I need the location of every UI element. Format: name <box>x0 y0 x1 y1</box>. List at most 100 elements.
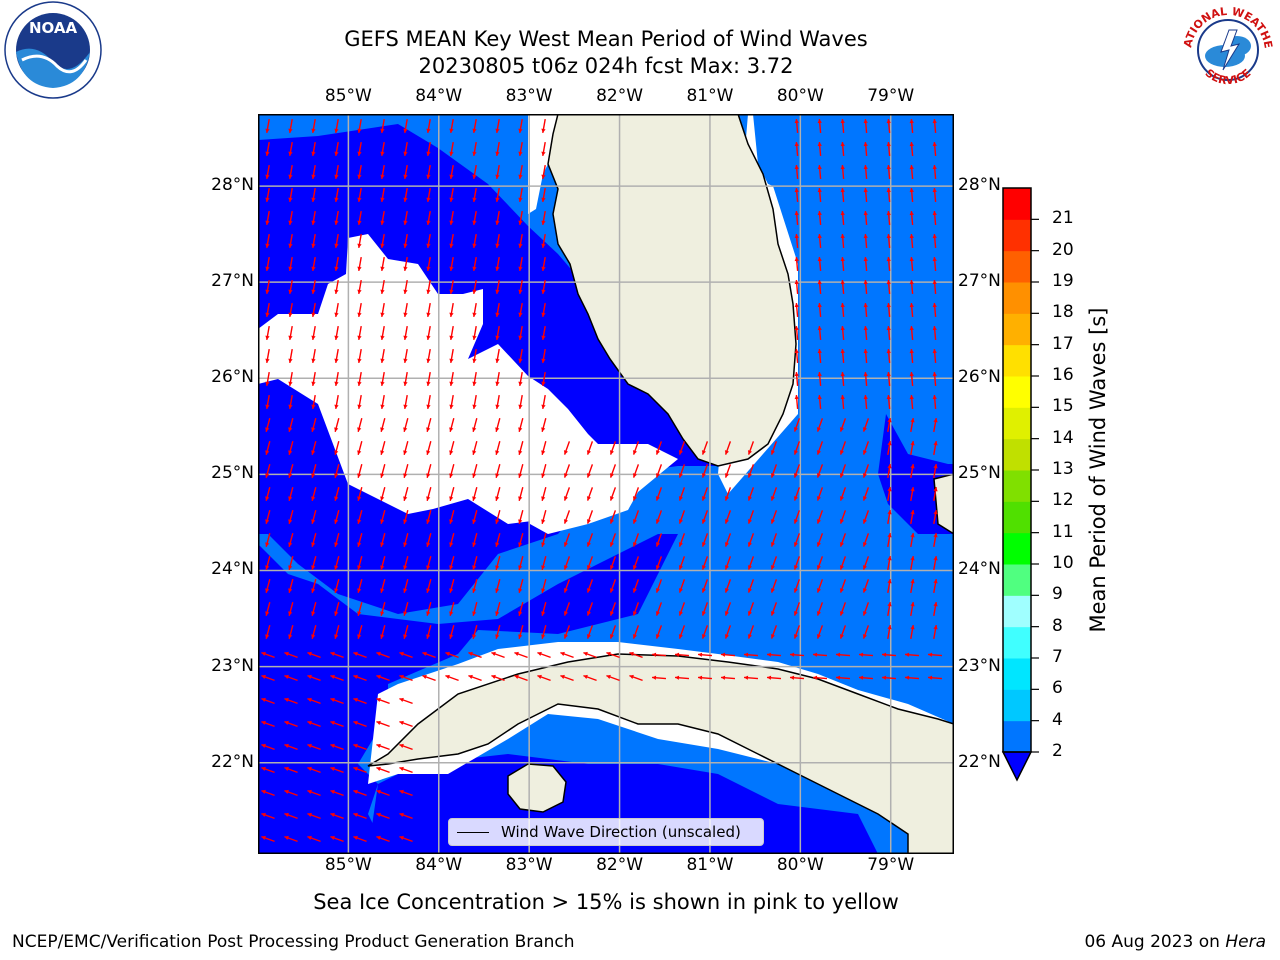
wind-wave-arrow <box>724 510 732 524</box>
wind-wave-arrow <box>288 464 294 478</box>
wind-wave-arrow <box>886 279 891 295</box>
top-lon-tick-label: 81°W <box>686 86 734 106</box>
wind-wave-arrow <box>655 579 663 593</box>
wind-wave-arrow <box>887 624 892 640</box>
wind-wave-arrow <box>910 601 915 617</box>
wind-wave-arrow <box>910 417 915 433</box>
wind-wave-arrow <box>261 674 275 682</box>
wind-wave-arrow <box>839 579 847 593</box>
wind-wave-arrow <box>403 418 409 432</box>
wind-wave-arrow <box>449 625 455 639</box>
wind-wave-arrow <box>468 674 482 682</box>
wind-wave-arrow <box>288 510 294 524</box>
wind-wave-arrow <box>886 394 891 410</box>
wind-wave-arrow <box>426 371 431 387</box>
colorbar-tick-label: 14 <box>1052 427 1074 448</box>
wind-wave-arrow <box>449 233 454 249</box>
wind-wave-arrow <box>472 625 478 639</box>
wind-wave-arrow <box>794 210 799 226</box>
wind-wave-arrow <box>399 812 413 820</box>
land-andros-island <box>933 473 954 535</box>
wind-wave-arrow <box>933 417 938 433</box>
wind-wave-arrow <box>537 651 551 659</box>
wind-wave-arrow <box>261 835 275 843</box>
right-lat-tick-label: 27°N <box>958 271 1001 292</box>
wind-wave-arrow <box>265 394 270 410</box>
bottom-lon-tick-label: 81°W <box>686 855 734 875</box>
wind-wave-arrow <box>747 510 755 524</box>
wind-wave-arrow <box>863 210 868 226</box>
wind-wave-arrow <box>449 210 454 226</box>
wind-wave-arrow <box>426 394 431 410</box>
wind-wave-arrow <box>265 418 271 432</box>
wind-wave-arrow <box>835 652 851 657</box>
wind-wave-arrow <box>334 279 339 295</box>
wind-wave-arrow <box>862 579 870 593</box>
wind-wave-arrow <box>518 325 523 341</box>
wind-wave-arrow <box>311 579 317 593</box>
wind-wave-arrow <box>816 533 824 547</box>
wind-wave-arrow <box>858 652 874 657</box>
wind-wave-arrow <box>357 441 363 455</box>
wind-wave-arrow <box>380 510 386 524</box>
left-lat-tick-label: 27°N <box>211 271 254 292</box>
wind-wave-arrow <box>399 789 413 797</box>
wind-wave-arrow <box>495 464 501 478</box>
wind-wave-arrow <box>518 487 524 501</box>
wind-wave-arrow <box>793 625 801 639</box>
wind-wave-arrow <box>887 578 892 594</box>
wind-wave-arrow <box>334 210 339 226</box>
wind-wave-arrow <box>380 256 385 272</box>
wind-wave-arrow <box>909 256 914 272</box>
wind-wave-arrow <box>858 675 874 680</box>
wind-wave-arrow <box>541 325 546 341</box>
wind-wave-arrow <box>563 441 571 455</box>
wind-wave-arrow <box>863 348 868 364</box>
bottom-lon-tick-label: 83°W <box>505 855 553 875</box>
wind-wave-arrow <box>518 418 524 432</box>
wind-wave-arrow <box>632 579 640 593</box>
wind-wave-arrow <box>817 118 822 134</box>
wind-wave-arrow <box>472 302 477 318</box>
wind-wave-arrow <box>495 579 501 593</box>
wind-wave-arrow <box>932 325 937 341</box>
wind-wave-arrow <box>518 533 524 547</box>
footer-date-text: 06 Aug 2023 on <box>1084 932 1226 952</box>
wind-wave-arrow <box>403 118 408 134</box>
wind-wave-arrow <box>265 187 270 203</box>
wind-wave-arrow <box>541 233 546 249</box>
wind-wave-arrow <box>284 789 298 797</box>
wind-wave-arrow <box>541 441 547 455</box>
wind-wave-arrow <box>399 720 413 728</box>
wind-wave-arrow <box>541 625 547 639</box>
wind-wave-arrow <box>261 720 275 728</box>
colorbar-tick-label: 11 <box>1052 521 1074 542</box>
wind-wave-arrow <box>449 394 454 410</box>
wind-wave-arrow <box>307 697 321 705</box>
wind-wave-arrow <box>541 510 547 524</box>
wind-wave-arrow <box>265 625 271 639</box>
wind-wave-arrow <box>380 487 386 501</box>
wind-wave-arrow <box>330 835 344 843</box>
wind-wave-arrow <box>586 579 594 593</box>
wind-wave-arrow <box>793 487 801 501</box>
wind-wave-arrow <box>495 325 500 341</box>
wind-wave-arrow <box>449 279 454 295</box>
wind-wave-arrow <box>426 164 431 180</box>
wind-wave-arrow <box>426 418 432 432</box>
wind-wave-arrow <box>399 835 413 843</box>
wind-wave-arrow <box>862 487 870 501</box>
wind-wave-arrow <box>909 233 914 249</box>
wind-wave-arrow <box>288 187 293 203</box>
wind-wave-arrow <box>307 743 321 751</box>
wind-wave-arrow <box>334 394 339 410</box>
wind-wave-arrow <box>357 348 362 364</box>
wind-wave-arrow <box>265 141 270 157</box>
wind-wave-arrow <box>724 579 732 593</box>
wind-wave-arrow <box>472 533 478 547</box>
colorbar-tick-label: 2 <box>1052 741 1063 761</box>
wind-wave-arrow <box>334 602 340 616</box>
wind-wave-arrow <box>353 674 367 682</box>
wind-wave-arrow <box>840 141 845 157</box>
wind-wave-arrow <box>288 394 293 410</box>
